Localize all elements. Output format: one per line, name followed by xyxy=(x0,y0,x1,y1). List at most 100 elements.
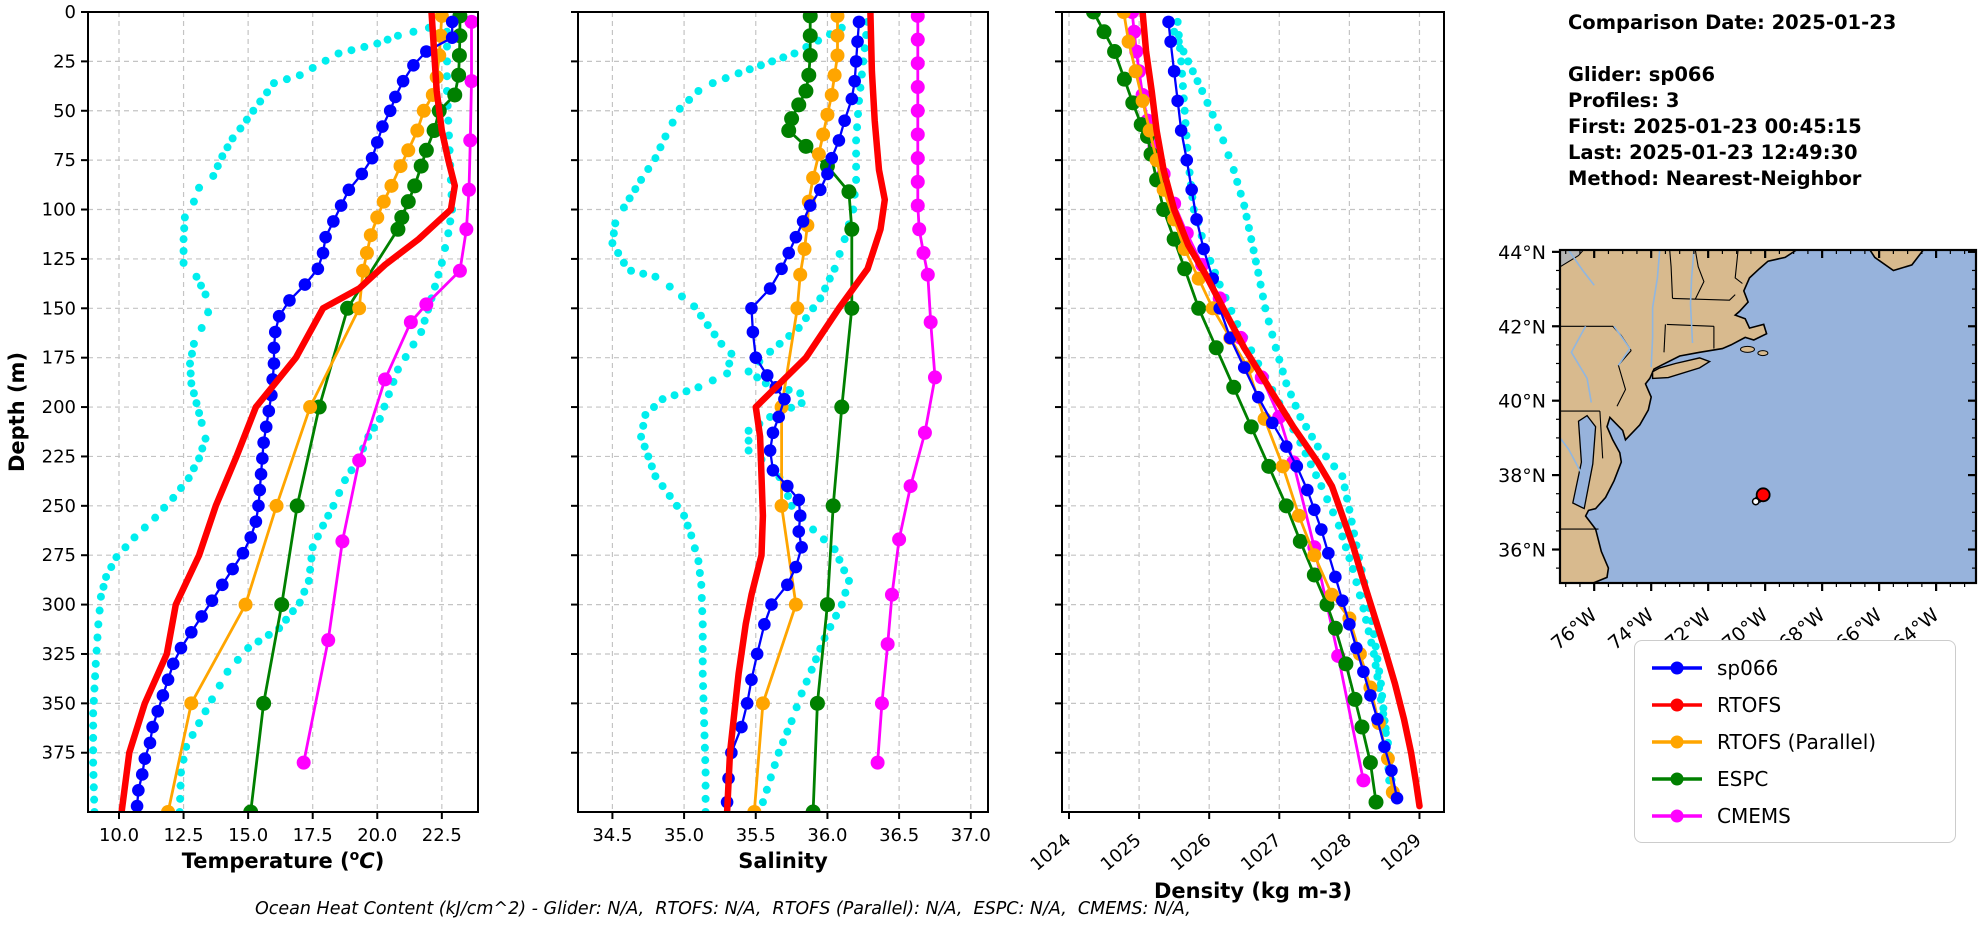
svg-text:225: 225 xyxy=(42,446,76,467)
panel-salinity: 34.5 35.0 35.5 36.0 36.5 37.0 Salinity xyxy=(571,11,991,873)
legend-item-espc: ESPC xyxy=(1649,760,1941,797)
legend-label: ESPC xyxy=(1717,766,1769,791)
map-lat-label: 36°N xyxy=(1498,540,1546,562)
glider-track-point xyxy=(1751,497,1760,506)
series-cmems-density xyxy=(1125,12,1371,788)
svg-text:150: 150 xyxy=(42,298,76,319)
last-profile-time-text: Last: 2025-01-23 12:49:30 xyxy=(1568,141,1858,164)
x-axis-label-temperature: Temperature (oC) xyxy=(182,848,385,873)
svg-text:1024: 1024 xyxy=(1027,830,1076,876)
y-axis-salinity xyxy=(571,11,578,754)
y-axis-temperature: 0 25 50 75 100 125 150 175 200 225 250 275 300 325 350… xyxy=(42,2,88,764)
svg-text:325: 325 xyxy=(42,644,76,665)
map-nantucket xyxy=(1757,350,1769,357)
svg-text:125: 125 xyxy=(42,249,76,270)
glider-position-marker xyxy=(1751,487,1771,506)
svg-text:50: 50 xyxy=(53,101,76,122)
svg-text:200: 200 xyxy=(42,397,76,418)
map-marthas-vineyard xyxy=(1739,345,1755,353)
profiles-count-text: Profiles: 3 xyxy=(1568,89,1680,112)
legend-label: RTOFS xyxy=(1717,692,1782,717)
svg-text:1028: 1028 xyxy=(1307,830,1356,876)
axes-frame-temperature xyxy=(87,11,479,813)
svg-text:35.5: 35.5 xyxy=(736,825,776,846)
svg-text:22.5: 22.5 xyxy=(422,825,462,846)
svg-text:1025: 1025 xyxy=(1097,830,1146,876)
svg-text:12.5: 12.5 xyxy=(164,825,204,846)
svg-text:25: 25 xyxy=(53,51,76,72)
map-lat-label: 44°N xyxy=(1498,242,1546,264)
legend-label: RTOFS (Parallel) xyxy=(1717,729,1877,754)
svg-text:15.0: 15.0 xyxy=(228,825,268,846)
series-glider-raw-2-salinity xyxy=(744,17,872,807)
series-cmems-salinity xyxy=(870,12,942,770)
map-inner xyxy=(1560,250,1976,583)
svg-text:275: 275 xyxy=(42,545,76,566)
ocean-heat-content-footnote: Ocean Heat Content (kJ/cm^2) - Glider: N… xyxy=(255,899,1191,919)
comparison-info-block: Comparison Date: 2025-01-23 Glider: sp06… xyxy=(1568,10,1896,192)
svg-text:10.0: 10.0 xyxy=(99,825,139,846)
svg-text:35.0: 35.0 xyxy=(664,825,704,846)
x-axis-temperature: 10.0 12.5 15.0 17.5 20.0 22.5 xyxy=(99,812,462,846)
legend-line-sample xyxy=(1652,698,1702,711)
legend: sp066 RTOFS RTOFS (Parallel) ESPC CMEMS xyxy=(1634,640,1956,843)
map-frame xyxy=(1558,248,1978,585)
map-long-island xyxy=(1651,357,1712,380)
y-axis-label-depth: Depth (m) xyxy=(5,352,29,472)
first-profile-time-text: First: 2025-01-23 00:45:15 xyxy=(1568,115,1862,138)
svg-text:36.5: 36.5 xyxy=(879,825,919,846)
glider-current-position xyxy=(1755,487,1771,503)
series-temperature xyxy=(89,12,478,812)
map-rivers xyxy=(1560,250,1695,474)
series-cmems-temperature xyxy=(296,14,478,770)
series-espc-density xyxy=(1086,12,1384,810)
svg-text:36.0: 36.0 xyxy=(807,825,847,846)
map-lon-label: 76°W xyxy=(1547,604,1601,655)
method-text: Method: Nearest-Neighbor xyxy=(1568,167,1862,190)
svg-text:37.0: 37.0 xyxy=(951,825,991,846)
legend-item-rtofs: RTOFS xyxy=(1649,686,1941,723)
svg-text:34.5: 34.5 xyxy=(592,825,632,846)
series-sp066-salinity xyxy=(720,15,866,809)
series-sp066-density xyxy=(1162,15,1404,805)
axes-frame-salinity xyxy=(577,11,989,813)
panel-temperature: 10.0 12.5 15.0 17.5 20.0 22.5 0 25 50 75 100 125 150… xyxy=(42,2,479,873)
svg-text:0: 0 xyxy=(65,2,76,23)
series-rtofs-salinity xyxy=(723,12,889,812)
x-axis-label-density: Density (kg m-3) xyxy=(1154,879,1352,903)
series-rtofs-temperature xyxy=(118,12,459,812)
svg-text:375: 375 xyxy=(42,743,76,764)
svg-text:350: 350 xyxy=(42,693,76,714)
series-glider-raw-1-temperature xyxy=(89,23,433,812)
svg-text:100: 100 xyxy=(42,200,76,221)
map-lat-label: 42°N xyxy=(1498,316,1546,338)
legend-label: sp066 xyxy=(1717,655,1779,680)
series-salinity xyxy=(608,12,942,812)
map-lat-label: 38°N xyxy=(1498,465,1546,487)
svg-text:75: 75 xyxy=(53,150,76,171)
legend-line-sample xyxy=(1652,809,1702,822)
x-axis-label-salinity: Salinity xyxy=(738,849,828,873)
series-glider-raw-1-salinity xyxy=(608,23,846,812)
legend-item-rtofs-parallel-: RTOFS (Parallel) xyxy=(1649,723,1941,760)
y-axis-density xyxy=(1055,11,1062,754)
series-rtofs-density xyxy=(1139,12,1423,810)
legend-item-cmems: CMEMS xyxy=(1649,797,1941,834)
glider-name-text: Glider: sp066 xyxy=(1568,63,1716,86)
map-lat-label: 40°N xyxy=(1498,391,1546,413)
svg-text:1026: 1026 xyxy=(1167,830,1216,876)
x-axis-salinity: 34.5 35.0 35.5 36.0 36.5 37.0 xyxy=(592,812,991,846)
x-axis-density: 1024 1025 1026 1027 1028 1029 xyxy=(1027,812,1426,875)
comparison-date-text: Comparison Date: 2025-01-23 xyxy=(1568,11,1897,34)
svg-text:175: 175 xyxy=(42,348,76,369)
map-lake-region xyxy=(1560,250,1585,268)
svg-text:1027: 1027 xyxy=(1237,830,1286,876)
svg-text:20.0: 20.0 xyxy=(357,825,397,846)
svg-text:17.5: 17.5 xyxy=(293,825,333,846)
legend-line-sample xyxy=(1652,772,1702,785)
series-rtofs-parallel--temperature xyxy=(161,12,449,812)
svg-text:300: 300 xyxy=(42,595,76,616)
svg-text:1029: 1029 xyxy=(1377,830,1426,876)
